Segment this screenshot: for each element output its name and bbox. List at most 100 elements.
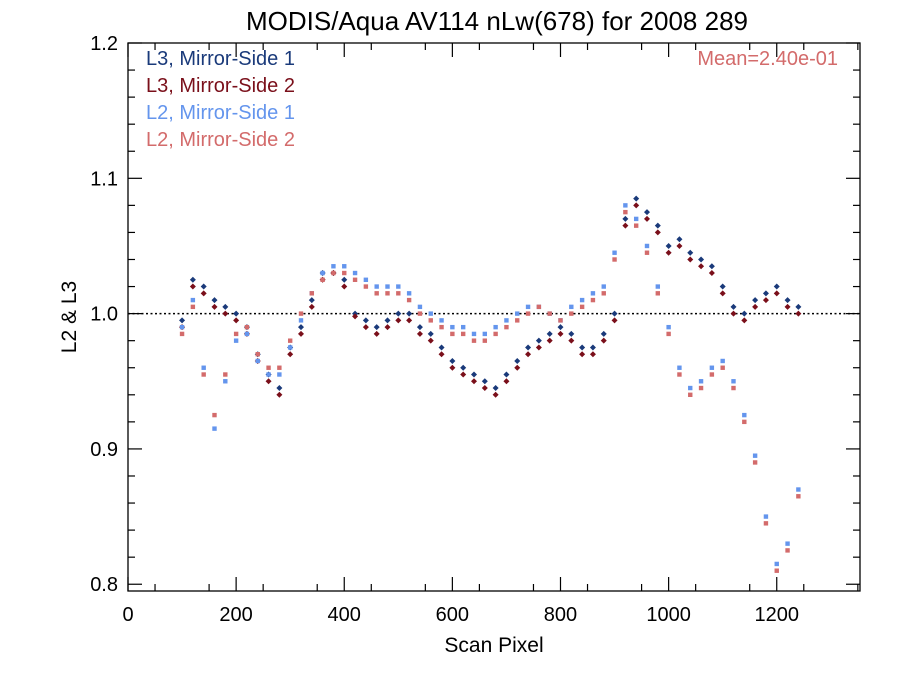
data-point — [179, 324, 185, 330]
data-point — [742, 419, 747, 425]
data-point — [439, 324, 444, 330]
data-point — [774, 568, 779, 573]
data-point — [276, 391, 283, 398]
data-point — [438, 351, 445, 358]
data-point — [720, 358, 725, 364]
data-point — [374, 284, 379, 289]
data-point — [342, 264, 347, 269]
x-tick-label: 800 — [544, 604, 577, 626]
data-point — [363, 284, 369, 289]
data-point — [297, 324, 304, 331]
data-point — [373, 330, 380, 337]
data-point — [481, 385, 488, 392]
data-point — [470, 371, 477, 378]
data-point — [244, 324, 250, 330]
y-tick-label: 1.2 — [90, 33, 118, 55]
data-point — [535, 337, 542, 344]
data-point — [482, 331, 488, 337]
data-point — [320, 270, 325, 276]
data-point — [763, 514, 769, 519]
legend-l3-mirror-side-2: L3, Mirror-Side 2 — [146, 75, 295, 97]
data-point — [503, 378, 510, 385]
data-point — [514, 364, 521, 371]
data-point — [752, 460, 758, 465]
data-point — [428, 318, 433, 323]
data-point — [503, 371, 510, 378]
data-point — [504, 324, 509, 330]
data-point — [589, 351, 596, 358]
data-point — [406, 310, 413, 317]
data-point — [460, 371, 467, 378]
data-point — [569, 304, 574, 310]
data-point — [666, 331, 671, 337]
data-point — [762, 290, 769, 297]
data-point — [308, 297, 315, 304]
data-point — [623, 203, 628, 208]
data-point — [688, 385, 693, 391]
data-point — [568, 337, 575, 344]
data-point — [677, 372, 682, 377]
data-point — [352, 277, 358, 282]
data-point — [470, 378, 477, 385]
data-point — [515, 318, 520, 323]
data-point — [709, 372, 715, 377]
data-point — [546, 337, 553, 344]
data-point — [655, 284, 661, 289]
data-point — [590, 291, 596, 296]
data-point — [428, 311, 433, 316]
data-point — [233, 331, 239, 337]
data-point — [687, 256, 694, 263]
data-point — [676, 242, 683, 249]
data-point — [536, 304, 542, 310]
data-point — [471, 331, 477, 337]
legend: L3, Mirror-Side 1 L3, Mirror-Side 2 L2, … — [146, 48, 295, 151]
data-point — [362, 317, 369, 324]
data-point — [633, 223, 639, 228]
data-point — [579, 297, 585, 303]
data-point — [515, 311, 520, 316]
data-point — [741, 317, 748, 324]
data-point — [708, 270, 715, 277]
y-tick-label: 0.9 — [90, 439, 118, 461]
data-point — [276, 385, 283, 392]
data-point — [212, 412, 217, 418]
data-point — [298, 318, 304, 323]
data-point — [212, 426, 217, 431]
legend-l3-mirror-side-1: L3, Mirror-Side 1 — [146, 48, 295, 70]
data-point — [373, 324, 380, 331]
data-point — [396, 291, 401, 296]
data-point — [796, 487, 801, 492]
data-point — [569, 311, 574, 316]
data-point — [233, 317, 240, 324]
data-point — [546, 330, 553, 337]
data-point — [471, 338, 477, 343]
data-point — [601, 291, 606, 296]
data-point — [297, 330, 304, 337]
data-point — [623, 209, 628, 215]
x-tick-label: 0 — [122, 604, 133, 626]
data-point — [611, 317, 618, 324]
data-point — [708, 263, 715, 270]
data-point — [612, 257, 617, 262]
data-point — [287, 351, 294, 358]
data-point — [449, 357, 456, 364]
data-point — [309, 291, 315, 296]
data-point — [665, 249, 672, 256]
data-point — [795, 303, 802, 310]
data-point — [481, 378, 488, 385]
x-axis-title: Scan Pixel — [444, 634, 543, 657]
data-point — [677, 365, 682, 370]
x-tick-label: 600 — [436, 604, 469, 626]
data-point — [644, 243, 650, 249]
data-point — [600, 337, 607, 344]
mean-annotation: Mean=2.40e-01 — [697, 48, 838, 70]
data-point — [785, 548, 790, 553]
data-point — [644, 250, 650, 255]
data-point — [622, 222, 629, 229]
data-point — [590, 297, 596, 303]
data-point — [190, 304, 196, 310]
data-point — [622, 215, 629, 222]
x-axis: 0 200 400 600 800 1000 1200 — [122, 43, 859, 626]
data-point — [222, 310, 229, 317]
data-point — [416, 330, 423, 337]
